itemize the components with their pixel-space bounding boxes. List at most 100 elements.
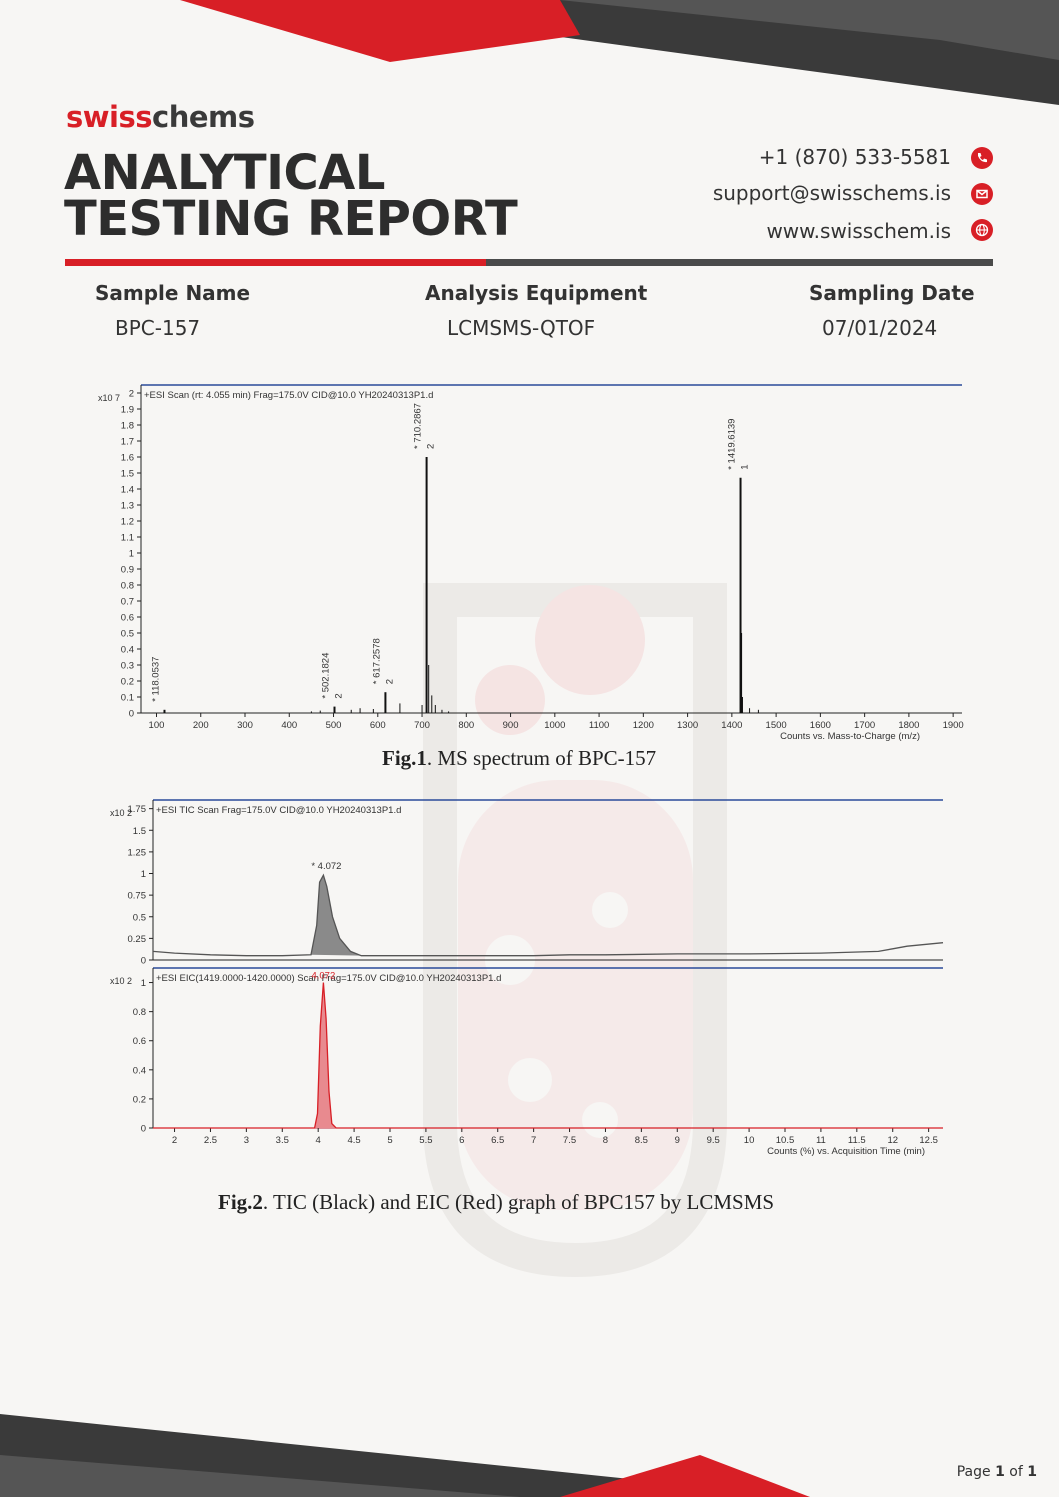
y-tick-label: 2 — [129, 389, 134, 400]
x-axis-label: Counts vs. Mass-to-Charge (m/z) — [780, 731, 920, 742]
y-tick-label: 0 — [141, 1124, 146, 1135]
y-tick-label: 0 — [141, 956, 146, 967]
y-tick-label: 1.6 — [121, 453, 134, 464]
x-tick-label: 1800 — [898, 720, 919, 731]
peak-charge-label: 2 — [384, 679, 395, 684]
x-tick-label: 4 — [316, 1135, 321, 1146]
tic-series-line — [152, 873, 944, 957]
contact-phone[interactable]: +1 (870) 533-5581 — [758, 145, 951, 169]
peak-mz-label: * 118.0537 — [150, 657, 161, 702]
y-multiplier: x10 7 — [98, 393, 120, 403]
y-tick-label: 1 — [141, 978, 146, 989]
y-tick-label: 0.9 — [121, 565, 134, 576]
figure-1-caption: Fig.1. MS spectrum of BPC-157 — [382, 746, 657, 770]
y-tick-label: 0.8 — [133, 1007, 146, 1018]
peak-mz-label: * 617.2578 — [371, 638, 382, 684]
y-tick-label: 1.8 — [121, 421, 134, 432]
x-tick-label: 12.5 — [919, 1135, 938, 1146]
x-tick-label: 7 — [531, 1135, 536, 1146]
x-tick-label: 600 — [370, 720, 386, 731]
report-title: ANALYTICAL TESTING REPORT — [64, 145, 518, 243]
x-tick-label: 9.5 — [707, 1135, 720, 1146]
x-tick-label: 4.5 — [347, 1135, 360, 1146]
brand-logo: swisschems — [66, 100, 255, 134]
divider-gray — [486, 259, 993, 266]
y-multiplier: x10 2 — [110, 808, 132, 818]
x-tick-label: 2.5 — [204, 1135, 217, 1146]
x-tick-label: 2 — [172, 1135, 177, 1146]
tic-peak-label: * 4.072 — [311, 861, 341, 872]
y-tick-label: 1.75 — [128, 804, 147, 815]
peak-mz-label: * 1419.6139 — [727, 419, 738, 470]
y-tick-label: 0.6 — [133, 1036, 146, 1047]
y-tick-label: 0.5 — [133, 912, 146, 923]
y-tick-label: 0.1 — [121, 693, 134, 704]
x-tick-label: 6.5 — [491, 1135, 504, 1146]
y-tick-label: 1.9 — [121, 405, 134, 416]
x-axis-label: Counts (%) vs. Acquisition Time (min) — [767, 1146, 925, 1157]
peak-charge-label: 2 — [426, 444, 437, 449]
x-tick-label: 3.5 — [276, 1135, 289, 1146]
x-tick-label: 3 — [244, 1135, 249, 1146]
y-tick-label: 0.25 — [128, 934, 147, 945]
figure-2-caption: Fig.2. TIC (Black) and EIC (Red) graph o… — [218, 1190, 775, 1214]
x-tick-label: 5 — [387, 1135, 392, 1146]
y-tick-label: 1 — [129, 549, 134, 560]
y-tick-label: 1 — [141, 869, 146, 880]
equipment-label: Analysis Equipment — [425, 281, 648, 305]
page-number: Page 1 of 1 — [956, 1464, 1037, 1480]
x-tick-label: 1300 — [677, 720, 698, 731]
y-tick-label: 0.75 — [128, 891, 147, 902]
chart-title: +ESI Scan (rt: 4.055 min) Frag=175.0V CI… — [144, 390, 433, 401]
sample-name-label: Sample Name — [95, 281, 251, 305]
divider-red — [65, 259, 486, 266]
y-tick-label: 1.7 — [121, 437, 134, 448]
y-tick-label: 1.5 — [133, 826, 146, 837]
tic-peak-fill — [311, 875, 362, 956]
y-tick-label: 0.7 — [121, 597, 134, 608]
x-tick-label: 400 — [281, 720, 297, 731]
x-tick-label: 900 — [503, 720, 519, 731]
x-tick-label: 1700 — [854, 720, 875, 731]
contact-email[interactable]: support@swisschems.is — [712, 181, 951, 205]
x-tick-label: 9 — [675, 1135, 680, 1146]
contact-website[interactable]: www.swisschem.is — [766, 219, 951, 243]
chart-title: +ESI EIC(1419.0000-1420.0000) Scan Frag=… — [156, 973, 501, 984]
y-tick-label: 0.4 — [121, 645, 134, 656]
y-tick-label: 1.4 — [121, 485, 134, 496]
y-tick-label: 0.8 — [121, 581, 134, 592]
x-tick-label: 10 — [744, 1135, 755, 1146]
x-tick-label: 8 — [603, 1135, 608, 1146]
peak-charge-label: 1 — [740, 465, 751, 470]
globe-icon — [971, 219, 993, 241]
x-tick-label: 5.5 — [419, 1135, 432, 1146]
peak-mz-label: * 502.1824 — [320, 653, 331, 699]
eic-peak-label: 4.072 — [311, 971, 335, 982]
x-tick-label: 1000 — [544, 720, 565, 731]
peak-charge-label: 2 — [333, 693, 344, 698]
y-tick-label: 0.6 — [121, 613, 134, 624]
y-tick-label: 0.2 — [121, 677, 134, 688]
x-tick-label: 11 — [816, 1135, 826, 1146]
x-tick-label: 10.5 — [776, 1135, 795, 1146]
equipment-value: LCMSMS-QTOF — [447, 316, 596, 340]
y-tick-label: 0.5 — [121, 629, 134, 640]
sample-name-value: BPC-157 — [115, 316, 201, 340]
y-tick-label: 0.4 — [133, 1065, 146, 1076]
eic-series-line — [153, 982, 943, 1129]
x-tick-label: 7.5 — [563, 1135, 576, 1146]
x-tick-label: 800 — [458, 720, 474, 731]
x-tick-label: 11.5 — [848, 1135, 866, 1146]
x-tick-label: 200 — [193, 720, 209, 731]
chart-title: +ESI TIC Scan Frag=175.0V CID@10.0 YH202… — [156, 805, 401, 816]
sampling-date-label: Sampling Date — [809, 281, 975, 305]
x-tick-label: 12 — [887, 1135, 898, 1146]
watermark-flask — [423, 583, 727, 1278]
report-title-line1: ANALYTICAL — [64, 145, 385, 201]
y-tick-label: 1.2 — [121, 517, 134, 528]
y-multiplier: x10 2 — [110, 976, 132, 986]
sampling-date-value: 07/01/2024 — [822, 316, 938, 340]
x-tick-label: 8.5 — [635, 1135, 648, 1146]
